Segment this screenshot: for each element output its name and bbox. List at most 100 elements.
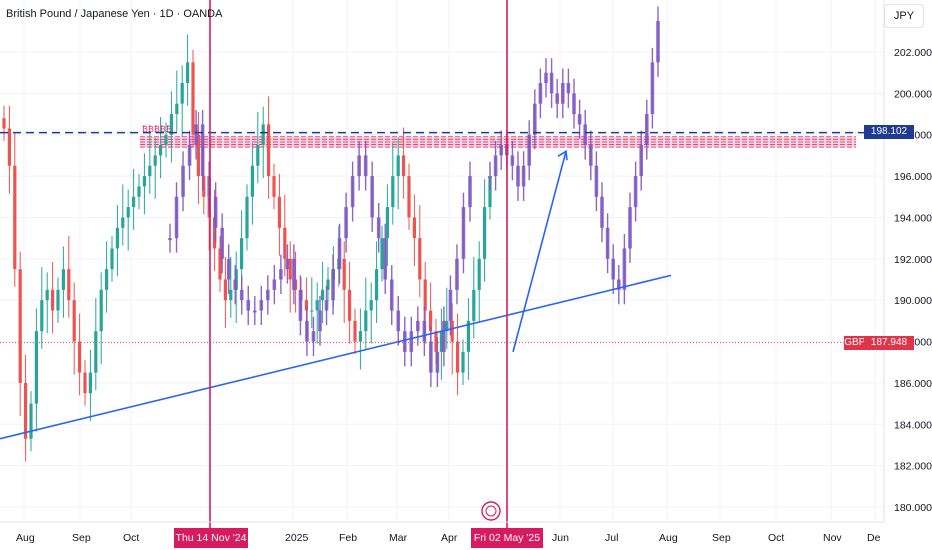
candle-body: [169, 114, 173, 135]
candle-body: [456, 341, 460, 373]
projection-past-body: [461, 207, 466, 259]
candle-body: [402, 155, 406, 177]
event-icon-inner: [485, 505, 497, 517]
projection-future-body: [617, 279, 621, 290]
projection-past-body: [207, 176, 211, 197]
chart-title: British Pound / Japanese Yen · 1D · OAND…: [6, 8, 223, 20]
projection-past-body: [292, 258, 296, 290]
projection-future-body: [577, 114, 582, 125]
projection-past-body: [442, 320, 446, 352]
candle-body: [472, 289, 476, 321]
x-tick-label: Jun: [552, 532, 569, 544]
candle-body: [61, 269, 65, 290]
projection-future-body: [499, 145, 503, 156]
projection-future-body: [605, 227, 610, 259]
candle-body: [429, 310, 433, 332]
candle-body: [115, 227, 119, 249]
candle-body: [78, 341, 82, 373]
time-axis[interactable]: Aug Sep Oct 2025 Feb Mar Apr Jun Jul Aug Sep Oct Nov…: [0, 521, 884, 544]
x-tick-label: 2025: [285, 532, 309, 544]
candle-body: [2, 118, 6, 129]
candle-body: [466, 320, 470, 352]
candle-body: [342, 258, 346, 290]
projection-future-body: [510, 155, 515, 166]
candle-body: [126, 207, 130, 218]
projection-past-body: [246, 300, 251, 311]
candle-body: [364, 310, 368, 332]
candle-body: [45, 289, 49, 301]
candle-body: [385, 207, 389, 239]
x-tick-label: Oct: [123, 532, 139, 544]
candle-body: [304, 300, 308, 311]
projection-past-body: [259, 300, 264, 311]
candle-body: [13, 165, 17, 270]
candle-body: [186, 62, 190, 84]
projection-past-body: [357, 155, 361, 177]
candle-body: [218, 248, 222, 280]
projection-future-body: [516, 165, 520, 187]
candle-body: [24, 382, 28, 439]
projection-future-body: [645, 114, 649, 146]
projection-past-body: [402, 331, 407, 352]
candle-body: [213, 217, 217, 249]
date-flag-left: Thu 14 Nov '24: [174, 528, 248, 548]
candle-body: [99, 289, 103, 332]
projection-past-body: [226, 258, 231, 280]
projection-past-body: [468, 176, 472, 208]
level-price-tag: 198.102: [864, 125, 914, 139]
candle-body: [310, 310, 314, 312]
projection-past-body: [279, 269, 283, 280]
projection-past-body: [324, 300, 329, 311]
projection-future-body: [561, 83, 565, 104]
x-tick-label: Aug: [659, 532, 678, 544]
support-trendline: [0, 274, 672, 440]
projection-past-body: [285, 258, 290, 270]
price-axis[interactable]: 202.000200.000198.000196.000194.000192.0…: [883, 0, 932, 522]
projection-past-body: [337, 238, 342, 270]
projection-future-body: [533, 103, 537, 135]
candle-body: [88, 372, 92, 394]
y-tick-label: 192.000: [894, 254, 932, 266]
projection-future-body: [589, 145, 593, 166]
projection-future-body: [633, 176, 638, 208]
candle-body: [488, 176, 492, 208]
projection-past-body: [233, 279, 238, 290]
x-tick-label: Apr: [441, 532, 458, 544]
drawings[interactable]: [0, 0, 864, 528]
candle-body: [51, 289, 55, 311]
projection-past-body: [200, 124, 205, 177]
candle-body: [240, 238, 244, 270]
projection-past-body: [272, 279, 277, 290]
candle-body: [110, 248, 114, 270]
candle-body: [180, 83, 184, 104]
y-tick-label: 184.000: [894, 419, 932, 431]
candle-body: [375, 269, 379, 301]
candle-body: [94, 331, 98, 373]
projection-arrow: [512, 151, 567, 353]
y-tick-label: 186.000: [894, 378, 932, 390]
projection-past-body: [174, 196, 179, 239]
projection-past-body: [448, 289, 453, 321]
candle-body: [353, 320, 357, 342]
x-tick-label: Mar: [389, 532, 408, 544]
projection-future-body: [628, 207, 632, 249]
projection-past-body: [344, 207, 348, 239]
candle-body: [288, 258, 292, 280]
y-tick-label: 196.000: [894, 171, 932, 183]
zone-annotation: ₿₿₿₿₿: [142, 125, 172, 134]
projection-past-body: [305, 320, 309, 342]
projection-past-body: [194, 124, 198, 146]
candle-body: [407, 176, 411, 218]
candle-body: [196, 134, 200, 177]
candle-body: [391, 176, 395, 208]
y-tick-label: 200.000: [894, 88, 932, 100]
projection-past-body: [389, 279, 394, 311]
projection-future-body: [544, 72, 548, 84]
last-price-tag: 187.948: [864, 336, 914, 350]
projection-past-body: [416, 320, 420, 332]
projection-past-body: [422, 320, 427, 342]
currency-button[interactable]: JPY: [884, 4, 924, 28]
y-tick-label: 182.000: [894, 461, 932, 473]
candle-body: [348, 289, 352, 321]
